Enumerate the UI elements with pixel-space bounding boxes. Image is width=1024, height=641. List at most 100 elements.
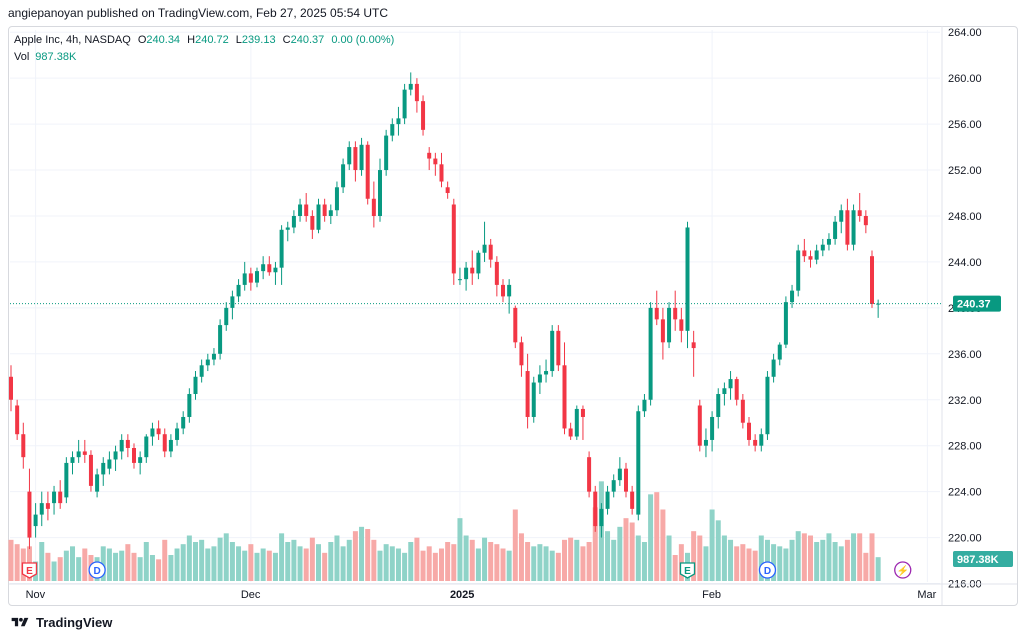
candle-body	[255, 271, 259, 283]
volume-bar	[783, 548, 789, 581]
candle-body	[808, 256, 813, 260]
candle-body	[839, 210, 844, 222]
volume-bar	[408, 542, 414, 581]
candle-body	[624, 468, 628, 492]
candle-body	[531, 382, 536, 417]
candle-body	[673, 307, 678, 320]
candle-body	[181, 416, 186, 429]
volume-bar	[193, 542, 198, 581]
volume-legend[interactable]: Vol 987.38K	[14, 51, 76, 63]
candle-body	[654, 307, 659, 320]
candle-body	[76, 451, 81, 458]
volume-bar	[531, 546, 537, 581]
volume-bar	[555, 552, 561, 581]
candle-body	[790, 290, 795, 303]
candle-body	[52, 491, 57, 504]
volume-bar	[666, 535, 672, 581]
tradingview-brand: TradingView	[36, 615, 113, 630]
last-price-tag	[953, 295, 1001, 312]
candle-body	[322, 204, 327, 216]
volume-label: Vol	[14, 51, 30, 63]
candle-body	[15, 405, 20, 435]
candle-body	[845, 210, 850, 245]
volume-bar	[611, 539, 617, 581]
volume-bar	[420, 550, 426, 581]
volume-bar	[641, 542, 647, 581]
candle-body	[697, 405, 702, 446]
volume-bar	[346, 539, 352, 581]
volume-bar	[445, 542, 451, 581]
candle-body	[224, 307, 229, 326]
volume-bar	[494, 544, 500, 581]
volume-value: 987.38K	[35, 51, 77, 63]
volume-bar	[697, 535, 703, 581]
volume-bar	[617, 526, 623, 581]
last-volume-label: 987.38K	[957, 554, 999, 566]
volume-bar	[469, 539, 475, 581]
volume-bar	[174, 548, 180, 581]
volume-bar	[365, 529, 371, 581]
volume-bar	[328, 542, 334, 581]
candle-body	[273, 267, 278, 273]
volume-bar	[162, 539, 168, 581]
candle-body	[617, 468, 622, 481]
dividend-marker-icon[interactable]	[758, 561, 777, 579]
open-label: O	[137, 34, 147, 46]
earnings-marker-icon[interactable]	[21, 562, 38, 579]
x-tick-label: Dec	[241, 589, 261, 601]
volume-bar	[82, 548, 88, 581]
close-label: C	[282, 34, 291, 46]
candle-body	[593, 491, 598, 527]
candle-body	[833, 221, 838, 239]
volume-bar	[39, 542, 45, 581]
chart-frame[interactable]	[8, 26, 1018, 606]
candle-body	[556, 330, 561, 366]
volume-bar	[51, 561, 57, 581]
candle-body	[64, 462, 69, 498]
volume-bar	[764, 539, 770, 581]
candle-body	[710, 416, 715, 440]
volume-bar	[709, 509, 715, 581]
volume-bar	[180, 544, 186, 581]
candle-body	[488, 244, 493, 260]
candle-body	[876, 303, 881, 305]
volume-bar	[119, 550, 125, 581]
close-value: 240.37	[290, 34, 325, 46]
volume-bar	[211, 546, 217, 581]
candle-body	[242, 273, 247, 285]
candle-body	[267, 264, 272, 273]
volume-bar	[426, 546, 432, 581]
volume-bar	[279, 533, 285, 581]
volume-bar	[869, 533, 875, 581]
candle-body	[298, 204, 303, 216]
event-marker-icon[interactable]	[894, 561, 912, 579]
candle-body	[716, 394, 721, 417]
dividend-marker-icon[interactable]	[88, 561, 106, 579]
candle-body	[211, 353, 216, 360]
symbol-name[interactable]: Apple Inc, 4h, NASDAQ	[14, 34, 131, 46]
volume-bar	[715, 520, 721, 581]
tradingview-logo-icon	[11, 617, 29, 627]
last-price-label: 240.37	[957, 299, 991, 311]
candle-body	[765, 376, 770, 435]
volume-bar	[506, 550, 512, 581]
candle-body	[513, 307, 518, 343]
candle-body	[113, 451, 118, 460]
volume-bar	[814, 542, 820, 581]
volume-bar	[734, 546, 740, 581]
candle-body	[168, 439, 173, 452]
volume-bar	[352, 531, 358, 581]
symbol-legend[interactable]: Apple Inc, 4h, NASDAQ O240.34 H240.72 L2…	[14, 34, 394, 46]
low-label: L	[235, 34, 242, 46]
candle-body	[328, 210, 333, 216]
tradingview-footer[interactable]: TradingView	[10, 615, 112, 630]
volume-bar	[795, 531, 801, 581]
volume-bar	[549, 550, 555, 581]
volume-bar	[266, 550, 272, 581]
candle-body	[162, 434, 167, 452]
earnings-marker-icon[interactable]	[679, 562, 696, 579]
last-volume-tag-fill	[953, 551, 1013, 567]
candle-body	[863, 215, 868, 226]
volume-bar	[223, 533, 229, 581]
